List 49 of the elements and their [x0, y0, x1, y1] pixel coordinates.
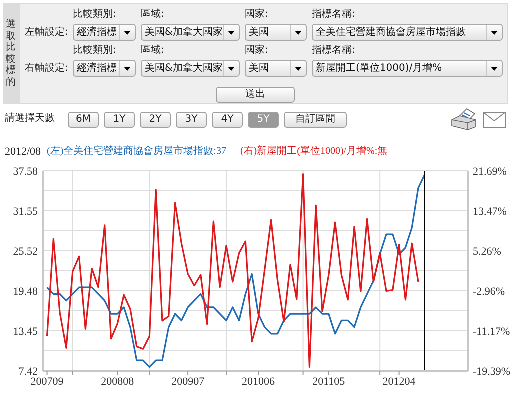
y2-tick-label: 5.26%	[473, 246, 502, 258]
button: 6M	[68, 112, 99, 128]
button: 5Y	[248, 112, 279, 128]
dropdown: 經濟指標	[73, 60, 136, 77]
text: 指標名稱:	[312, 45, 356, 57]
text: 指標名稱:	[312, 9, 356, 21]
dropdown: 美國&加拿大國家	[141, 60, 240, 77]
x-tick-label: 200808	[101, 376, 135, 388]
button: 2Y	[140, 112, 171, 128]
text: 區域:	[141, 45, 164, 57]
button: 1Y	[104, 112, 135, 128]
y2-tick-label: 21.69%	[473, 166, 507, 178]
text: 國家:	[245, 45, 268, 57]
dropdown: 美國	[245, 60, 307, 77]
text: 右軸設定:	[25, 63, 68, 75]
y-tick-label: 13.45	[13, 326, 38, 338]
button: 4Y	[212, 112, 243, 128]
x-tick-label: 201204	[382, 376, 416, 388]
text: 左軸設定:	[25, 27, 68, 39]
y-tick-label: 25.52	[13, 246, 38, 258]
y2-tick-label: -2.96%	[473, 286, 506, 298]
y2-tick-label: 13.47%	[473, 206, 507, 218]
text: 請選擇天數	[5, 113, 55, 125]
y-tick-label: 7.42	[18, 366, 38, 378]
text: 選取比較標的	[6, 19, 17, 88]
text: (右)新屋開工(單位1000)/月增%:無	[240, 146, 388, 158]
dropdown: 經濟指標	[73, 24, 136, 41]
y-tick-label: 31.55	[13, 206, 38, 218]
text: (左)全美住宅營建商協會房屋市場指數:37	[47, 146, 226, 158]
text: 區域:	[141, 9, 164, 21]
dropdown: 全美住宅營建商協會房屋市場指數	[312, 24, 503, 41]
button: 自訂區間	[284, 112, 347, 128]
button: 送出	[216, 87, 295, 103]
x-tick-label: 200709	[30, 376, 64, 388]
x-tick-label: 201105	[312, 376, 346, 388]
x-tick-label: 201006	[242, 376, 276, 388]
y2-tick-label: -11.17%	[473, 326, 510, 338]
dropdown: 新屋開工(單位1000)/月增%	[312, 60, 503, 77]
y-tick-label: 37.58	[13, 166, 38, 178]
text: 比較類別:	[73, 45, 116, 57]
text: 比較類別:	[73, 9, 116, 21]
button: 3Y	[176, 112, 207, 128]
x-tick-label: 200907	[172, 376, 206, 388]
text: 2012/08	[5, 146, 42, 158]
y2-tick-label: -19.39%	[473, 366, 511, 378]
dropdown: 美國&加拿大國家	[141, 24, 240, 41]
y-tick-label: 19.48	[13, 286, 38, 298]
dropdown: 美國	[245, 24, 307, 41]
text: 國家:	[245, 9, 268, 21]
